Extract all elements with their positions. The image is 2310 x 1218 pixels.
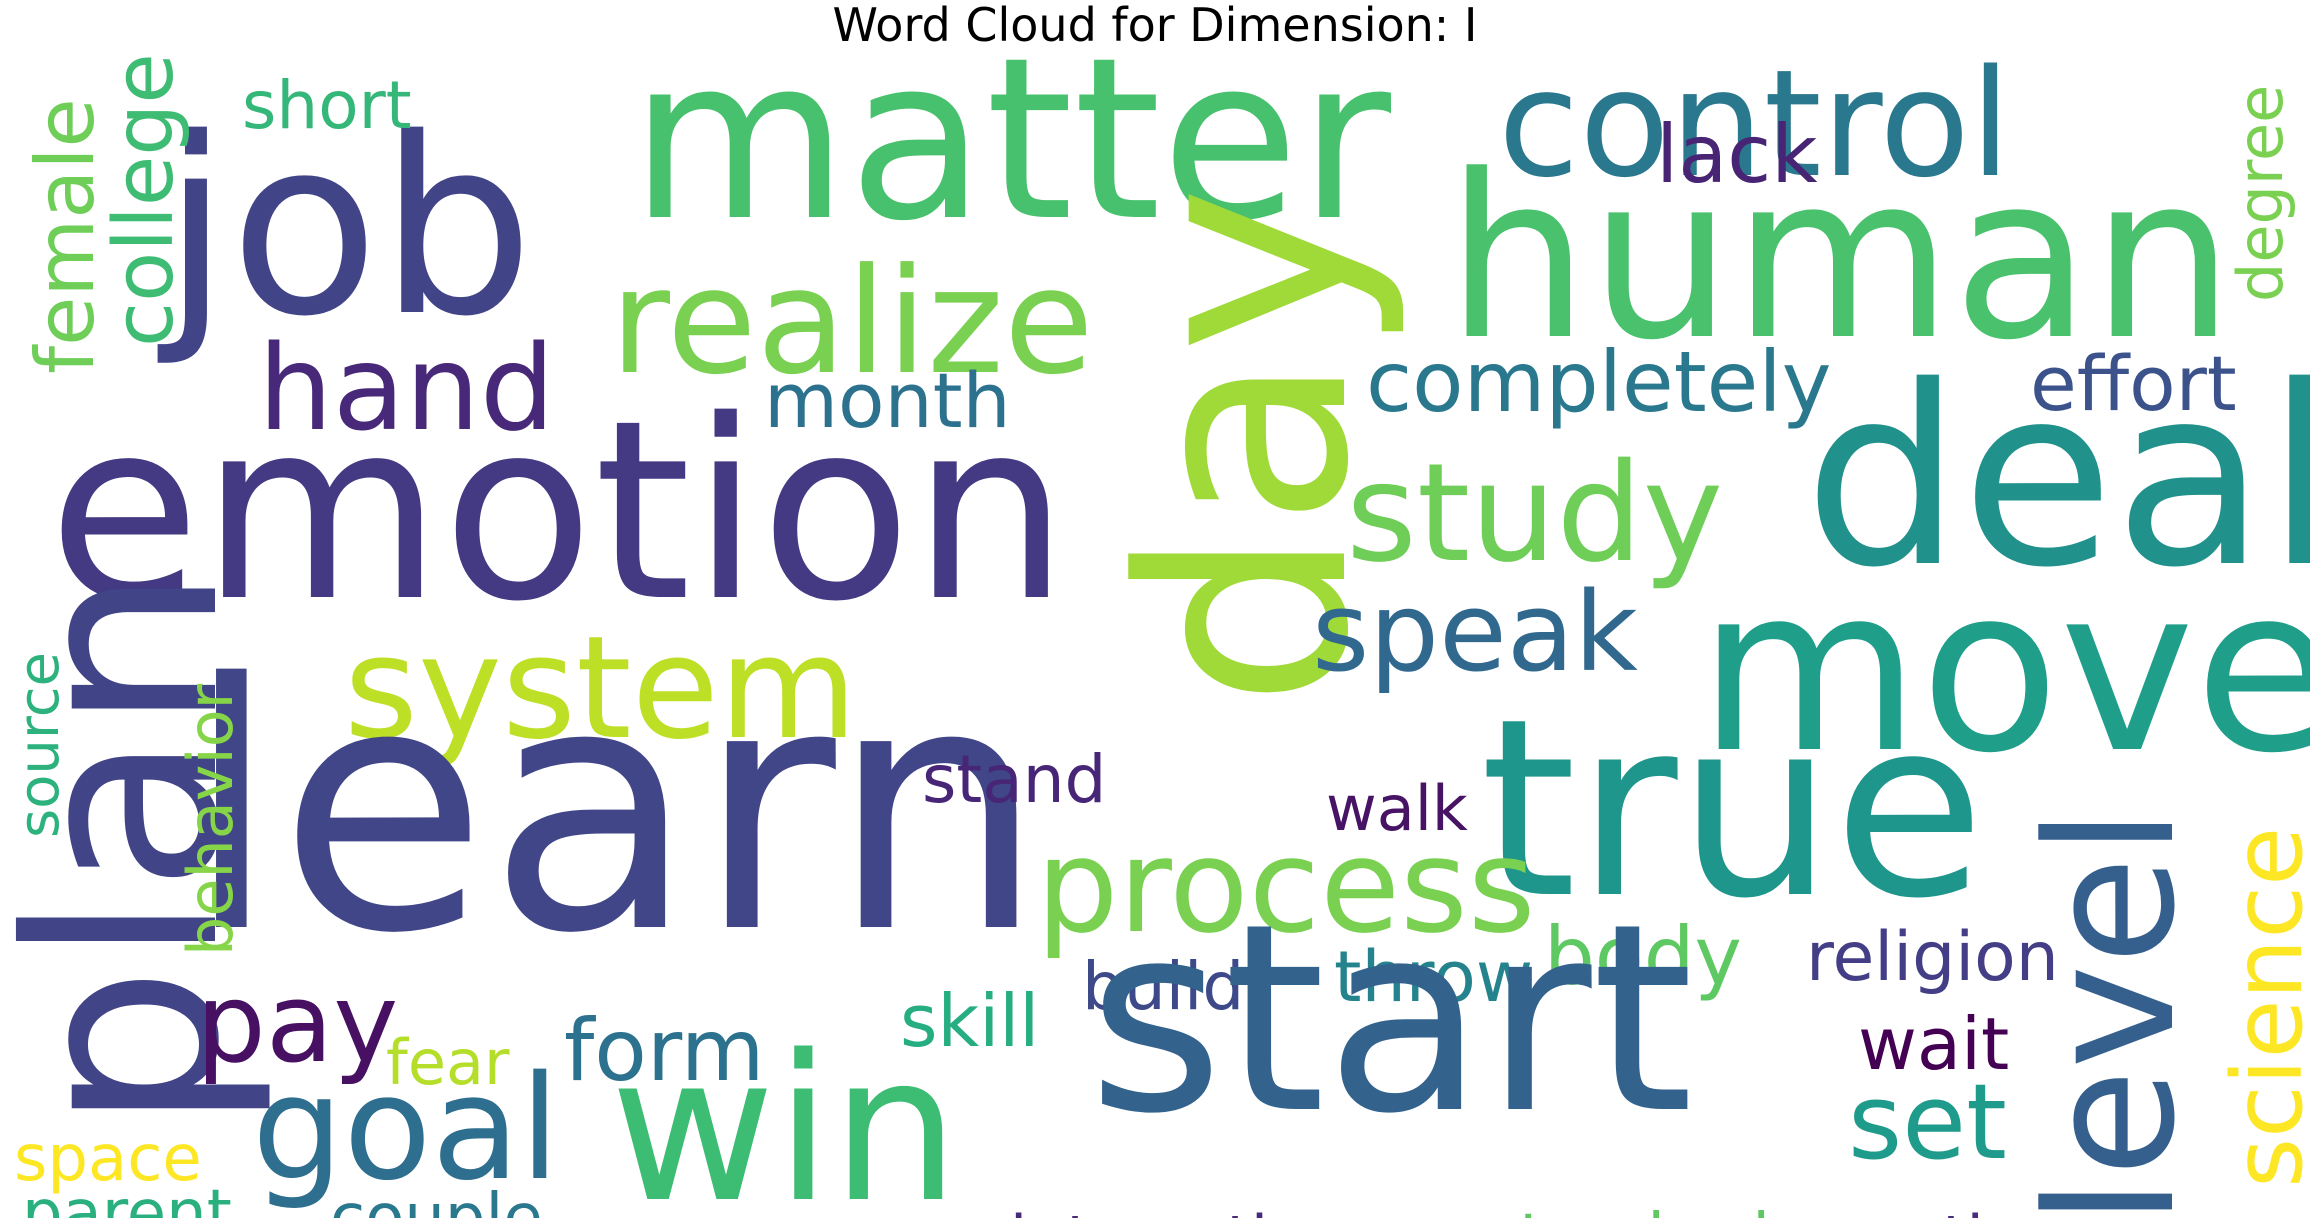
word-college: college — [97, 53, 192, 347]
word-job: job — [162, 86, 534, 370]
word-throw: throw — [1334, 936, 1534, 1018]
word-level: level — [2009, 807, 2214, 1218]
word-month: month — [764, 356, 1011, 445]
word-fear: fear — [386, 1026, 510, 1099]
word-form: form — [564, 1001, 765, 1101]
word-control: control — [1498, 38, 2012, 210]
word-start: start — [1088, 869, 1694, 1171]
word-win: win — [610, 1011, 960, 1218]
word-couple: couple — [330, 1181, 543, 1218]
word-system: system — [344, 606, 858, 771]
word-learn: learn — [184, 612, 1046, 1008]
word-completely: completely — [1366, 333, 1832, 431]
word-build: build — [1082, 948, 1245, 1025]
word-skill: skill — [900, 979, 1040, 1063]
word-study: study — [1346, 435, 1724, 593]
word-parent: parent — [22, 1177, 232, 1218]
word-interaction: interaction — [1010, 1208, 1345, 1218]
word-degree: degree — [2224, 84, 2297, 302]
word-wait: wait — [1858, 1002, 2010, 1086]
word-matter: matter — [630, 9, 1392, 270]
word-space: space — [14, 1122, 202, 1196]
word-lack: lack — [1656, 108, 1818, 201]
word-human: human — [1446, 127, 2235, 390]
word-emotion: emotion — [48, 368, 1069, 656]
word-behavior: behavior — [174, 683, 247, 956]
word-true: true — [1480, 667, 1985, 953]
figure-title: Word Cloud for Dimension: I — [832, 0, 1478, 52]
word-standard: standard — [1486, 1206, 1770, 1218]
word-stand: stand — [922, 741, 1107, 818]
word-hand: hand — [258, 319, 555, 457]
word-short: short — [242, 67, 412, 144]
word-body: body — [1544, 910, 1742, 1003]
word-effort: effort — [2030, 339, 2237, 428]
word-cloud: job matter control lack degree short fem… — [0, 28, 2310, 1218]
word-speak: speak — [1312, 568, 1638, 696]
word-deal: deal — [1804, 334, 2310, 622]
word-move: move — [1698, 537, 2310, 803]
word-realize: realize — [610, 237, 1094, 407]
word-process: process — [1036, 810, 1536, 962]
word-female: female — [19, 98, 112, 374]
word-set: set — [1848, 1061, 2007, 1183]
word-walk: walk — [1326, 772, 1468, 845]
word-religion: religion — [1806, 918, 2059, 997]
word-science: science — [2212, 826, 2310, 1188]
word-pay: pay — [196, 959, 399, 1087]
word-math: math — [1844, 1208, 2006, 1218]
word-goal: goal — [252, 1044, 560, 1212]
